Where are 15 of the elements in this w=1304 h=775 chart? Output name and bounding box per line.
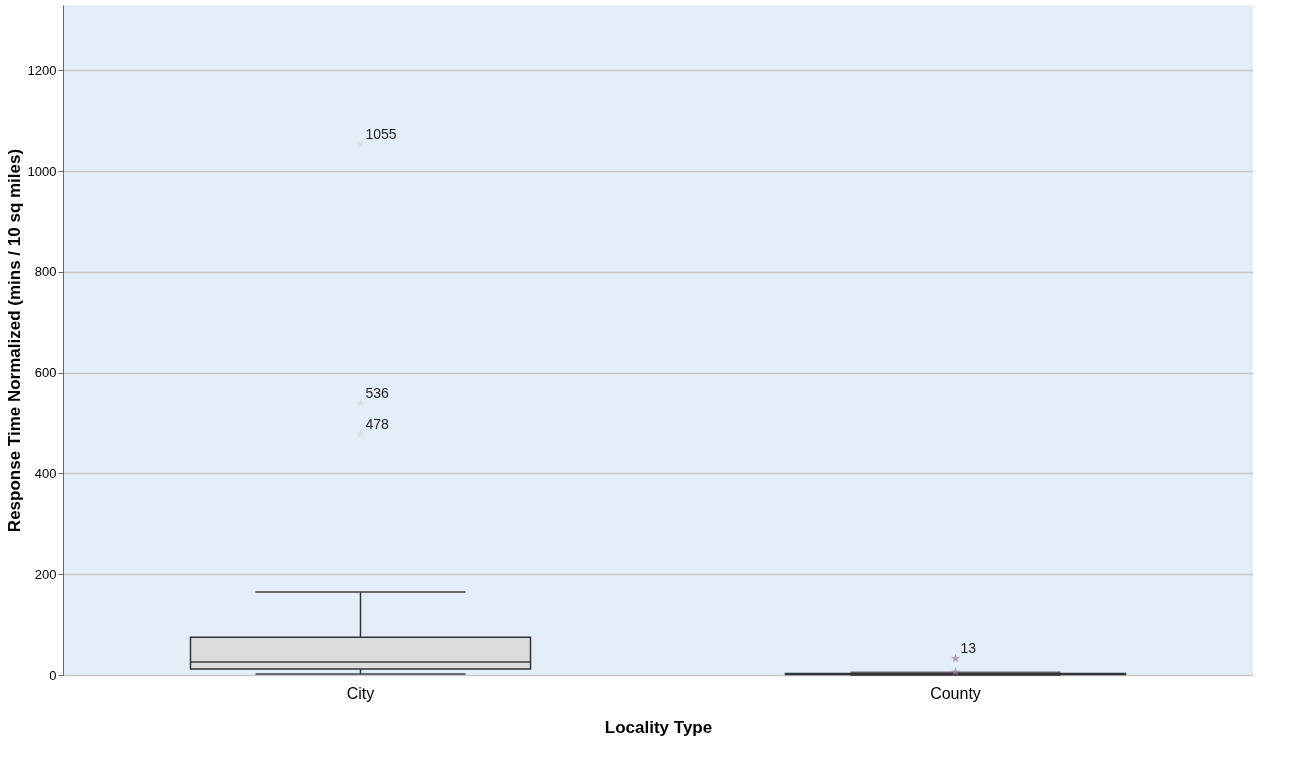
- y-tick-label: 0: [49, 667, 57, 683]
- x-axis-title: Locality Type: [604, 717, 713, 737]
- y-tick-label: 1200: [27, 62, 57, 78]
- y-tick-label: 400: [34, 466, 57, 481]
- y-tick-label: 1000: [27, 163, 57, 179]
- y-tick-label: 600: [34, 365, 57, 381]
- y-tick-label: 800: [34, 264, 57, 280]
- annotation: 478: [365, 416, 390, 433]
- y-tick-label: 200: [34, 566, 57, 582]
- annotation: 1055: [365, 126, 397, 143]
- annotation: 13: [960, 640, 977, 657]
- x-tick-label: County: [930, 684, 981, 702]
- x-tick-label: City: [346, 684, 375, 702]
- annotation: 536: [365, 385, 390, 402]
- y-axis-title: Response Time Normalized (mins / 10 sq miles): [4, 148, 24, 533]
